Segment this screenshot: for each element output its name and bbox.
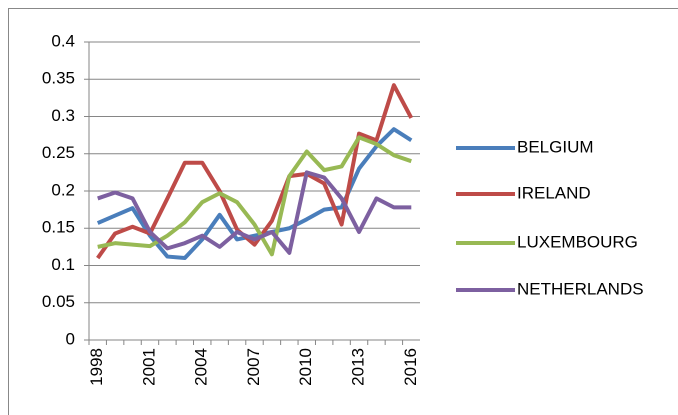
legend-label: LUXEMBOURG	[517, 232, 638, 251]
legend-label: NETHERLANDS	[517, 279, 644, 298]
x-tick-label: 2004	[192, 348, 211, 386]
x-tick-label: 2001	[139, 348, 158, 386]
x-tick-label: 1998	[87, 348, 106, 386]
x-tick-label: 2013	[349, 348, 368, 386]
legend-label: IRELAND	[517, 183, 591, 202]
y-tick-label: 0.15	[42, 218, 75, 237]
x-tick-label: 2007	[244, 348, 263, 386]
y-tick-label: 0.2	[51, 180, 75, 199]
y-tick-label: 0.25	[42, 143, 75, 162]
y-tick-label: 0.3	[51, 106, 75, 125]
x-tick-label: 2016	[401, 348, 420, 386]
series-line	[97, 170, 412, 255]
y-tick-label: 0.05	[42, 292, 75, 311]
series-line	[97, 135, 412, 257]
y-tick-label: 0.1	[51, 255, 75, 274]
x-tick-label: 2010	[296, 348, 315, 386]
legend-label: BELGIUM	[517, 137, 594, 156]
y-tick-label: 0	[66, 329, 75, 348]
y-tick-label: 0.4	[51, 31, 75, 50]
series-line	[96, 83, 414, 260]
series-line	[96, 127, 413, 261]
chart-frame	[8, 8, 678, 415]
y-tick-label: 0.35	[42, 69, 75, 88]
